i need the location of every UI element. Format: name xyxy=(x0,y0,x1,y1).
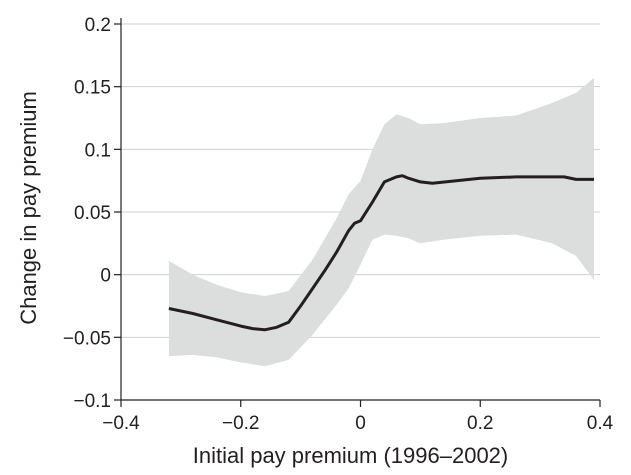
plot-area: −0.4 −0.2 0 0.2 0.4 −0.1 −0.05 0 0.05 0.1 0.15 0.2 xyxy=(63,15,614,434)
y-tick-label: 0.1 xyxy=(85,140,111,161)
confidence-band xyxy=(168,77,594,367)
x-tick-label: −0.4 xyxy=(102,413,140,434)
x-tick-label: 0.2 xyxy=(467,413,493,434)
x-tick-label: −0.2 xyxy=(222,413,260,434)
y-tick-label: −0.1 xyxy=(73,391,111,412)
y-tick-label: −0.05 xyxy=(63,328,111,349)
y-tick-label: 0.05 xyxy=(74,203,111,224)
x-ticks: −0.4 −0.2 0 0.2 0.4 xyxy=(102,400,614,434)
y-ticks: −0.1 −0.05 0 0.05 0.1 0.15 0.2 xyxy=(63,15,121,412)
y-tick-label: 0 xyxy=(100,266,111,287)
x-tick-label: 0.4 xyxy=(587,413,614,434)
y-axis-title: Change in pay premium xyxy=(16,91,41,325)
x-tick-label: 0 xyxy=(355,413,366,434)
x-axis-title: Initial pay premium (1996–2002) xyxy=(193,443,509,468)
y-tick-label: 0.2 xyxy=(85,15,111,36)
y-tick-label: 0.15 xyxy=(74,78,111,99)
series-line xyxy=(168,174,594,332)
